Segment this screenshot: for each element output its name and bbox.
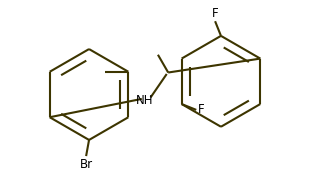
- Text: F: F: [198, 103, 204, 116]
- Text: Br: Br: [80, 158, 93, 171]
- Text: NH: NH: [136, 94, 153, 107]
- Text: F: F: [212, 7, 219, 20]
